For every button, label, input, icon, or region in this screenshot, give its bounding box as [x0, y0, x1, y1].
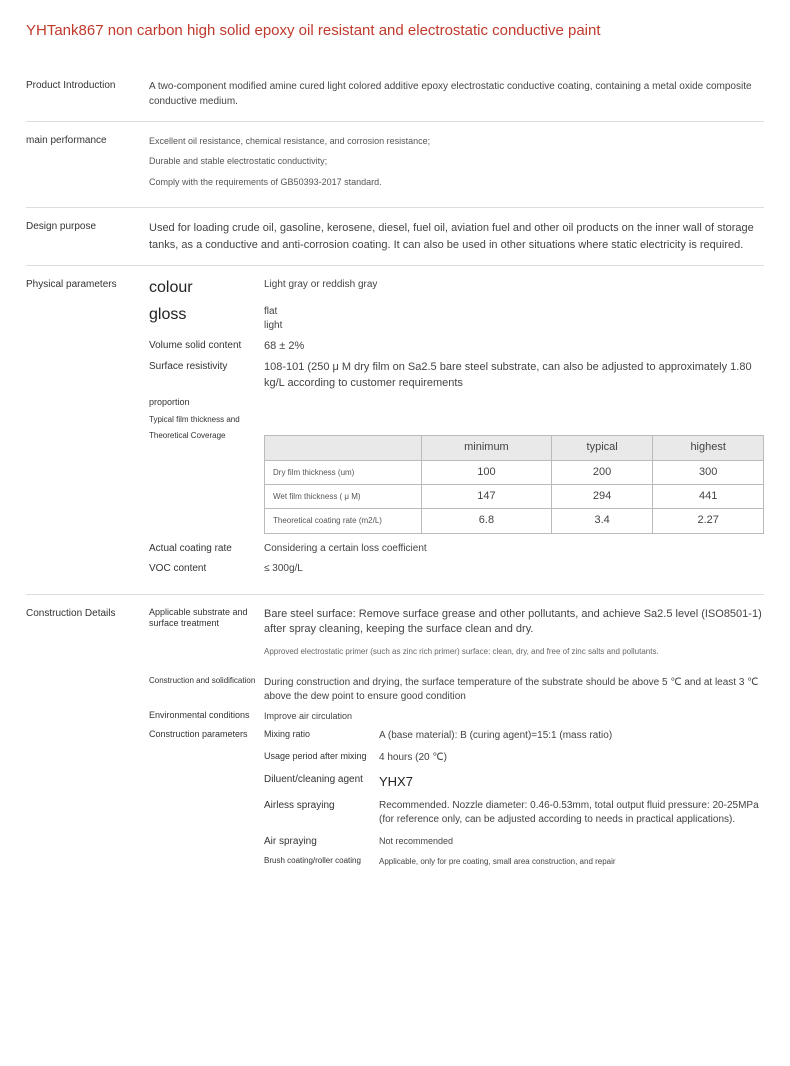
r3c2: 3.4 [551, 509, 653, 533]
section-intro: Product Introduction A two-component mod… [26, 67, 764, 122]
r3-lbl: Theoretical coating rate (m2/L) [265, 509, 422, 533]
colour-key: colour [149, 278, 264, 299]
voc-val: ≤ 300g/L [264, 562, 764, 576]
actual-key: Actual coating rate [149, 542, 264, 555]
r2-lbl: Wet film thickness ( μ M) [265, 485, 422, 509]
r2c3: 441 [653, 485, 764, 509]
airless-val: Recommended. Nozzle diameter: 0.46-0.53m… [379, 799, 764, 827]
design-label: Design purpose [26, 220, 149, 233]
diluent-key: Diluent/cleaning agent [264, 773, 379, 791]
sr-key: Surface resistivity [149, 360, 264, 373]
env-val: Improve air circulation [264, 710, 764, 723]
th-max: highest [653, 436, 764, 460]
vsc-val: 68 ± 2% [264, 339, 764, 354]
r1c3: 300 [653, 460, 764, 484]
page-title: YHTank867 non carbon high solid epoxy oi… [26, 22, 764, 39]
substrate-key: Applicable substrate and surface treatme… [149, 607, 264, 630]
diluent-val: YHX7 [379, 773, 764, 791]
th-blank [265, 436, 422, 460]
table-row: Theoretical coating rate (m2/L) 6.8 3.4 … [265, 509, 764, 533]
r2c2: 294 [551, 485, 653, 509]
substrate-v2: Approved electrostatic primer (such as z… [264, 646, 764, 659]
table-row: Wet film thickness ( μ M) 147 294 441 [265, 485, 764, 509]
th-min: minimum [422, 436, 552, 460]
gloss-v2: light [264, 320, 282, 331]
intro-text: A two-component modified amine cured lig… [149, 79, 764, 109]
intro-label: Product Introduction [26, 79, 149, 92]
cparam-key: Construction parameters [149, 729, 264, 741]
r1c2: 200 [551, 460, 653, 484]
env-key: Environmental conditions [149, 710, 264, 722]
section-physical: Physical parameters colourLight gray or … [26, 266, 764, 595]
phys-table: minimum typical highest Dry film thickne… [264, 435, 764, 534]
actual-val: Considering a certain loss coefficient [264, 542, 764, 556]
voc-key: VOC content [149, 562, 264, 575]
section-design: Design purpose Used for loading crude oi… [26, 208, 764, 266]
solid-val: During construction and drying, the surf… [264, 676, 764, 704]
r3c3: 2.27 [653, 509, 764, 533]
usage-val: 4 hours (20 ℃) [379, 751, 764, 765]
air-val: Not recommended [379, 835, 764, 848]
perf-line-3: Comply with the requirements of GB50393-… [149, 175, 764, 189]
substrate-v1: Bare steel surface: Remove surface greas… [264, 607, 764, 638]
perf-line-1: Excellent oil resistance, chemical resis… [149, 134, 764, 148]
prop-key: proportion [149, 397, 264, 409]
mix-key: Mixing ratio [264, 729, 379, 743]
mix-val: A (base material): B (curing agent)=15:1… [379, 729, 764, 743]
constr-label: Construction Details [26, 607, 149, 620]
tc-key: Theoretical Coverage [149, 431, 264, 441]
brush-key: Brush coating/roller coating [264, 856, 379, 867]
section-performance: main performance Excellent oil resistanc… [26, 122, 764, 208]
r1c1: 100 [422, 460, 552, 484]
brush-val: Applicable, only for pre coating, small … [379, 856, 764, 867]
solid-key: Construction and solidification [149, 676, 264, 686]
colour-val: Light gray or reddish gray [264, 278, 764, 292]
vsc-key: Volume solid content [149, 339, 264, 352]
perf-label: main performance [26, 134, 149, 147]
gloss-key: gloss [149, 305, 264, 326]
usage-key: Usage period after mixing [264, 751, 379, 765]
perf-line-2: Durable and stable electrostatic conduct… [149, 154, 764, 168]
air-key: Air spraying [264, 835, 379, 848]
th-typ: typical [551, 436, 653, 460]
section-construction: Construction Details Applicable substrat… [26, 595, 764, 894]
design-text: Used for loading crude oil, gasoline, ke… [149, 220, 764, 253]
table-row: Dry film thickness (um) 100 200 300 [265, 460, 764, 484]
airless-key: Airless spraying [264, 799, 379, 827]
r3c1: 6.8 [422, 509, 552, 533]
gloss-v1: flat [264, 306, 277, 317]
sr-val: 108-101 (250 μ M dry film on Sa2.5 bare … [264, 360, 764, 391]
tft-key: Typical film thickness and [149, 415, 264, 425]
r2c1: 147 [422, 485, 552, 509]
phys-label: Physical parameters [26, 278, 149, 291]
r1-lbl: Dry film thickness (um) [265, 460, 422, 484]
